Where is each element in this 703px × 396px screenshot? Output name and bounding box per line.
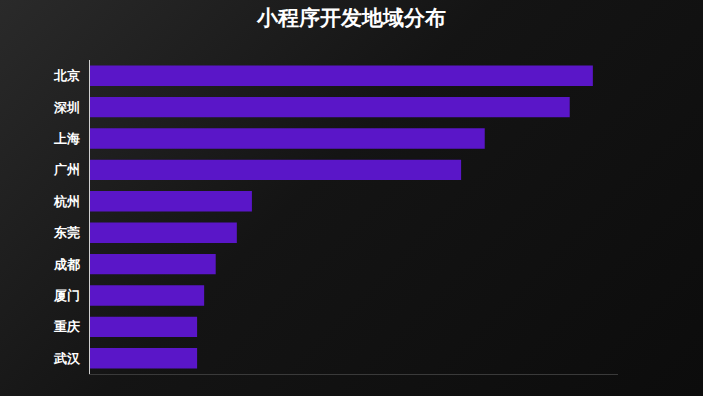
svg-text:成都: 成都: [53, 257, 80, 272]
svg-text:广州: 广州: [53, 162, 80, 177]
svg-text:深圳: 深圳: [53, 100, 80, 115]
svg-text:小程序开发地域分布: 小程序开发地域分布: [256, 6, 446, 30]
svg-text:厦门: 厦门: [53, 288, 80, 303]
svg-text:上海: 上海: [53, 131, 80, 146]
svg-text:东莞: 东莞: [53, 225, 80, 240]
svg-text:重庆: 重庆: [53, 319, 80, 334]
svg-text:杭州: 杭州: [53, 194, 80, 209]
svg-text:武汉: 武汉: [53, 351, 81, 366]
svg-text:北京: 北京: [53, 68, 80, 83]
